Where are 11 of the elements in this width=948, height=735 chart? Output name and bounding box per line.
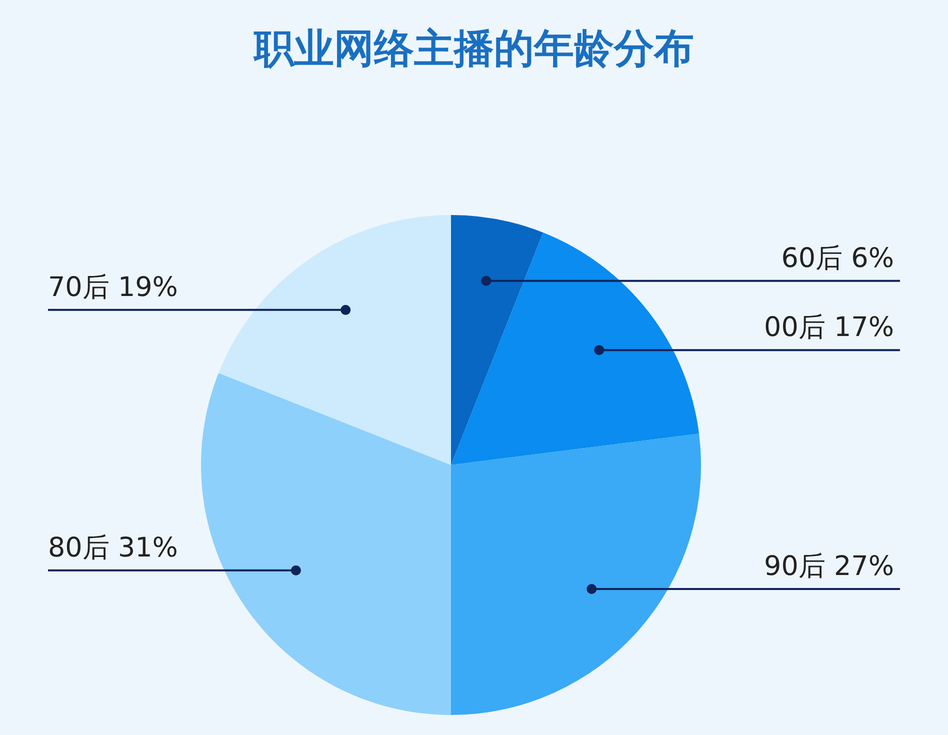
pie-slice: [218, 215, 451, 465]
slice-label: 00后 17%: [764, 312, 894, 344]
pie-slice: [451, 434, 701, 715]
slice-label: 90后 27%: [764, 550, 894, 582]
pie-slice: [451, 215, 544, 465]
slice-label: 60后 6%: [781, 242, 894, 274]
pie-slice: [201, 372, 451, 715]
chart-title: 职业网络主播的年龄分布: [252, 26, 694, 72]
pie-slice: [451, 232, 700, 465]
slice-label: 80后 31%: [48, 532, 178, 564]
slice-label: 70后 19%: [48, 272, 178, 303]
